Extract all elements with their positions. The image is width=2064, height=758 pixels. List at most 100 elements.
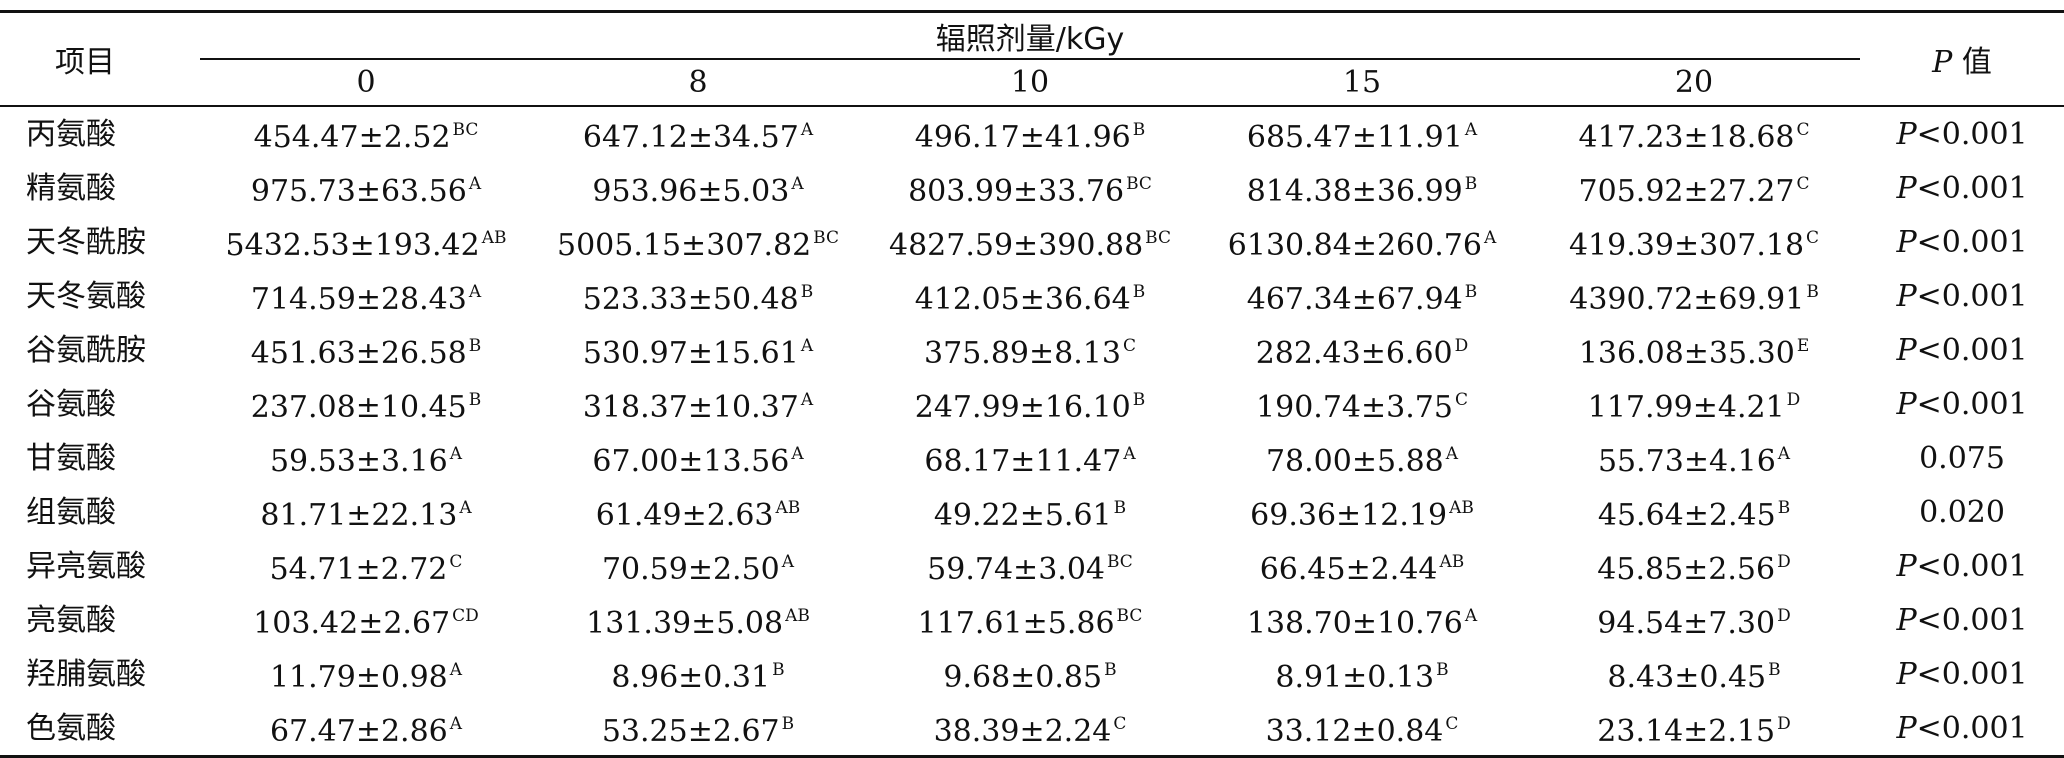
value-cell: 247.99±16.10 B — [864, 377, 1196, 431]
significance-letter: AB — [1449, 498, 1474, 518]
value-cell: 975.73±63.56 A — [200, 161, 532, 215]
p-symbol: P — [1896, 548, 1917, 584]
value-cell: 190.74±3.75 C — [1196, 377, 1528, 431]
row-item-name: 谷氨酸 — [26, 386, 116, 422]
significance-letter: B — [1132, 390, 1146, 410]
mean-sd-value: 530.97±15.61 — [582, 336, 799, 371]
value-cell: 103.42±2.67 CD — [200, 593, 532, 647]
p-value-cell: P<0.001 — [1860, 161, 2064, 215]
significance-letter: B — [1768, 660, 1781, 680]
row-item-name: 组氨酸 — [26, 494, 116, 530]
table-row: 丙氨酸 454.47±2.52 BC 647.12±34.57 A 496.17±41.9… — [0, 106, 2064, 161]
mean-sd-value: 419.39±307.18 — [1568, 228, 1805, 263]
significance-letter: A — [791, 444, 804, 464]
value-cell: 237.08±10.45 B — [200, 377, 532, 431]
p-value-text: <0.001 — [1916, 116, 2028, 152]
mean-sd-value: 23.14±2.15 — [1597, 714, 1776, 749]
p-value-text: <0.001 — [1916, 386, 2028, 422]
significance-letter: CD — [452, 606, 479, 626]
p-value-cell: P<0.001 — [1860, 647, 2064, 701]
significance-letter: BC — [1116, 606, 1143, 626]
p-value-text: <0.001 — [1916, 710, 2028, 746]
mean-sd-value: 8.96±0.31 — [611, 660, 771, 695]
significance-letter: C — [1113, 714, 1127, 734]
significance-letter: D — [1777, 714, 1791, 734]
significance-letter: A — [449, 660, 463, 680]
significance-letter: A — [1464, 606, 1478, 626]
value-cell: 375.89±8.13 C — [864, 323, 1196, 377]
mean-sd-value: 136.08±35.30 — [1578, 336, 1795, 371]
row-item-name: 异亮氨酸 — [26, 548, 146, 584]
value-cell: 138.70±10.76 A — [1196, 593, 1528, 647]
p-symbol: P — [1896, 602, 1917, 638]
mean-sd-value: 523.33±50.48 — [582, 282, 799, 317]
value-cell: 467.34±67.94 B — [1196, 269, 1528, 323]
mean-sd-value: 953.96±5.03 — [592, 174, 790, 209]
value-cell: 11.79±0.98 A — [200, 647, 532, 701]
value-cell: 496.17±41.96 B — [864, 106, 1196, 161]
table-row: 天冬氨酸 714.59±28.43 A 523.33±50.48 B 412.05±36.… — [0, 269, 2064, 323]
data-table-container: 项目 辐照剂量/kGy P 值 0 8 10 15 20 丙氨酸 454.47±2… — [0, 10, 2064, 758]
mean-sd-value: 705.92±27.27 — [1578, 174, 1795, 209]
header-row-top: 项目 辐照剂量/kGy P 值 — [0, 10, 2064, 107]
row-item-name: 亮氨酸 — [26, 602, 116, 638]
significance-letter: B — [781, 714, 795, 734]
mean-sd-value: 117.99±4.21 — [1587, 390, 1785, 425]
p-value-cell: P<0.001 — [1860, 593, 2064, 647]
value-cell: 136.08±35.30 E — [1528, 323, 1860, 377]
value-cell: 45.85±2.56 D — [1528, 539, 1860, 593]
value-cell: 59.53±3.16 A — [200, 431, 532, 485]
mean-sd-value: 117.61±5.86 — [917, 606, 1115, 641]
mean-sd-value: 33.12±0.84 — [1265, 714, 1444, 749]
mean-sd-value: 282.43±6.60 — [1255, 336, 1453, 371]
amino-acid-table: 项目 辐照剂量/kGy P 值 0 8 10 15 20 丙氨酸 454.47±2… — [0, 10, 2064, 758]
significance-letter: B — [468, 390, 482, 410]
mean-sd-value: 647.12±34.57 — [582, 120, 799, 155]
significance-letter: A — [468, 282, 482, 302]
significance-letter: B — [1132, 120, 1146, 140]
value-cell: 412.05±36.64 B — [864, 269, 1196, 323]
value-cell: 54.71±2.72 C — [200, 539, 532, 593]
table-row: 谷氨酰胺 451.63±26.58 B 530.97±15.61 A 375.89±8.1… — [0, 323, 2064, 377]
value-cell: 117.61±5.86 BC — [864, 593, 1196, 647]
significance-letter: AB — [785, 606, 810, 626]
item-column-header: 项目 — [0, 10, 200, 107]
row-item-name: 天冬酰胺 — [26, 224, 146, 260]
mean-sd-value: 69.36±12.19 — [1250, 498, 1448, 533]
mean-sd-value: 53.25±2.67 — [601, 714, 780, 749]
table-row: 异亮氨酸 54.71±2.72 C 70.59±2.50 A 59.74±3.04 BC 66… — [0, 539, 2064, 593]
significance-letter: A — [1777, 444, 1791, 464]
mean-sd-value: 70.59±2.50 — [601, 552, 780, 587]
significance-letter: C — [449, 552, 463, 572]
value-cell: 714.59±28.43 A — [200, 269, 532, 323]
mean-sd-value: 67.47±2.86 — [269, 714, 448, 749]
value-cell: 49.22±5.61 B — [864, 485, 1196, 539]
p-value-text: <0.001 — [1916, 332, 2028, 368]
value-cell: 117.99±4.21 D — [1528, 377, 1860, 431]
value-cell: 69.36±12.19 AB — [1196, 485, 1528, 539]
mean-sd-value: 45.85±2.56 — [1597, 552, 1776, 587]
value-cell: 23.14±2.15 D — [1528, 701, 1861, 758]
mean-sd-value: 54.71±2.72 — [269, 552, 448, 587]
value-cell: 78.00±5.88 A — [1196, 431, 1528, 485]
row-item-name: 丙氨酸 — [26, 116, 116, 152]
mean-sd-value: 4827.59±390.88 — [889, 228, 1144, 263]
dose-header-15: 15 — [1196, 58, 1528, 107]
mean-sd-value: 467.34±67.94 — [1246, 282, 1463, 317]
dose-group-header: 辐照剂量/kGy — [200, 10, 1861, 59]
value-cell: 9.68±0.85 B — [864, 647, 1196, 701]
value-cell: 814.38±36.99 B — [1196, 161, 1528, 215]
p-symbol: P — [1896, 386, 1917, 422]
p-value-cell: P<0.001 — [1860, 323, 2064, 377]
significance-letter: D — [1454, 336, 1469, 356]
significance-letter: A — [800, 336, 814, 356]
p-header-rest: 值 — [1952, 45, 1992, 80]
p-value-text: <0.001 — [1916, 224, 2028, 260]
value-cell: 59.74±3.04 BC — [864, 539, 1196, 593]
significance-letter: C — [1454, 390, 1468, 410]
significance-letter: B — [1104, 660, 1117, 680]
value-cell: 451.63±26.58 B — [200, 323, 532, 377]
row-item-name: 甘氨酸 — [26, 440, 116, 476]
significance-letter: C — [1122, 336, 1136, 356]
value-cell: 67.47±2.86 A — [200, 701, 532, 758]
